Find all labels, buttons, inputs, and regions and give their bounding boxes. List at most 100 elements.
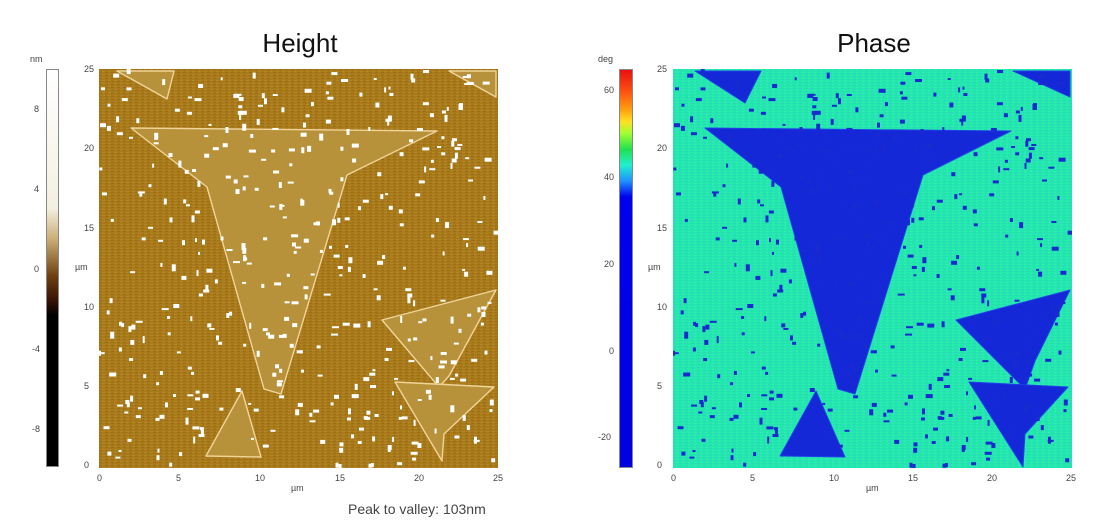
phase-particle bbox=[816, 186, 820, 191]
phase-particle bbox=[769, 238, 771, 243]
height-particle bbox=[463, 238, 469, 241]
phase-particle bbox=[1041, 313, 1046, 317]
phase-particle bbox=[683, 372, 691, 377]
height-particle bbox=[359, 92, 363, 97]
height-particle bbox=[351, 394, 359, 399]
phase-particle bbox=[813, 110, 821, 115]
phase-particle bbox=[1028, 147, 1035, 151]
phase-particle bbox=[974, 405, 976, 410]
height-particle bbox=[405, 288, 412, 292]
height-particle bbox=[401, 416, 408, 420]
height-particle bbox=[243, 255, 247, 262]
phase-particle bbox=[922, 408, 925, 415]
height-particle bbox=[103, 426, 110, 430]
phase-particle bbox=[680, 310, 684, 315]
height-particle bbox=[253, 408, 259, 412]
phase-particle bbox=[779, 284, 783, 290]
height-particle bbox=[372, 369, 376, 372]
height-particle bbox=[450, 316, 454, 324]
phase-particle bbox=[817, 255, 821, 262]
phase-particle bbox=[675, 87, 679, 91]
phase-particle bbox=[702, 326, 706, 333]
phase-particle bbox=[743, 217, 747, 223]
height-particle bbox=[387, 445, 392, 450]
height-particle bbox=[158, 239, 164, 242]
height-particle bbox=[454, 147, 461, 151]
height-particle bbox=[489, 399, 494, 406]
height-particle bbox=[346, 129, 350, 135]
height-particle bbox=[242, 281, 247, 284]
height-particle bbox=[246, 262, 252, 265]
phase-particle bbox=[909, 462, 913, 468]
height-particle bbox=[238, 105, 243, 109]
height-particle bbox=[159, 414, 165, 419]
phase-particle bbox=[906, 326, 913, 329]
phase-particle bbox=[1020, 106, 1023, 111]
height-particle bbox=[410, 451, 418, 455]
phase-particle bbox=[681, 103, 685, 107]
height-particle bbox=[250, 134, 254, 138]
height-particle bbox=[239, 113, 242, 120]
height-particle bbox=[116, 132, 123, 136]
height-particle bbox=[400, 405, 402, 410]
phase-particle bbox=[951, 172, 956, 177]
height-particle bbox=[429, 168, 436, 171]
height-particle bbox=[338, 464, 342, 468]
phase-particle bbox=[981, 297, 985, 304]
phase-particle bbox=[761, 366, 766, 370]
phase-particle bbox=[943, 372, 950, 376]
height-particle bbox=[366, 410, 371, 415]
height-particle bbox=[110, 331, 115, 339]
phase-particle bbox=[846, 127, 853, 130]
height-particle bbox=[307, 145, 312, 152]
phase-particle bbox=[911, 202, 914, 208]
height-particle bbox=[226, 313, 230, 318]
height-particle bbox=[407, 297, 411, 304]
height-particle bbox=[235, 189, 240, 194]
phase-particle bbox=[683, 298, 687, 304]
height-particle bbox=[368, 127, 371, 131]
phase-particle bbox=[900, 81, 906, 85]
phase-particle bbox=[743, 462, 747, 467]
height-particle bbox=[191, 215, 195, 223]
phase-particle bbox=[761, 408, 768, 410]
height-particle bbox=[102, 192, 107, 196]
height-particle bbox=[413, 337, 418, 341]
height-particle bbox=[468, 179, 473, 182]
phase-particle bbox=[794, 77, 797, 81]
phase-particle bbox=[961, 118, 964, 126]
height-particle bbox=[323, 293, 331, 296]
phase-particle bbox=[850, 380, 857, 383]
height-particle bbox=[452, 138, 457, 142]
phase-particle bbox=[887, 222, 894, 226]
height-particle bbox=[198, 293, 203, 297]
phase-particle bbox=[848, 282, 856, 286]
height-particle bbox=[376, 295, 381, 301]
height-particle bbox=[271, 149, 276, 153]
phase-particle bbox=[911, 217, 915, 223]
phase-particle bbox=[956, 255, 960, 259]
phase-particle bbox=[998, 166, 1001, 173]
height-particle bbox=[409, 139, 414, 143]
phase-particle bbox=[1055, 306, 1061, 310]
phase-particle bbox=[704, 339, 709, 345]
height-particle bbox=[207, 323, 212, 328]
phase-particle bbox=[783, 328, 789, 330]
phase-particle bbox=[747, 304, 754, 308]
phase-particle bbox=[1014, 352, 1021, 355]
phase-cbar-tick: 20 bbox=[604, 259, 615, 269]
height-particle bbox=[136, 118, 140, 124]
height-particle bbox=[195, 397, 200, 401]
phase-particle bbox=[691, 404, 698, 407]
height-particle bbox=[99, 167, 103, 171]
height-particle bbox=[399, 223, 404, 227]
phase-particle bbox=[731, 448, 734, 453]
phase-particle bbox=[838, 98, 841, 105]
phase-particle bbox=[942, 127, 945, 131]
height-particle bbox=[289, 163, 293, 167]
phase-particle bbox=[990, 128, 997, 131]
height-particle bbox=[106, 310, 110, 315]
phase-particle bbox=[984, 451, 992, 455]
height-particle bbox=[292, 242, 296, 247]
phase-particle bbox=[963, 93, 968, 96]
